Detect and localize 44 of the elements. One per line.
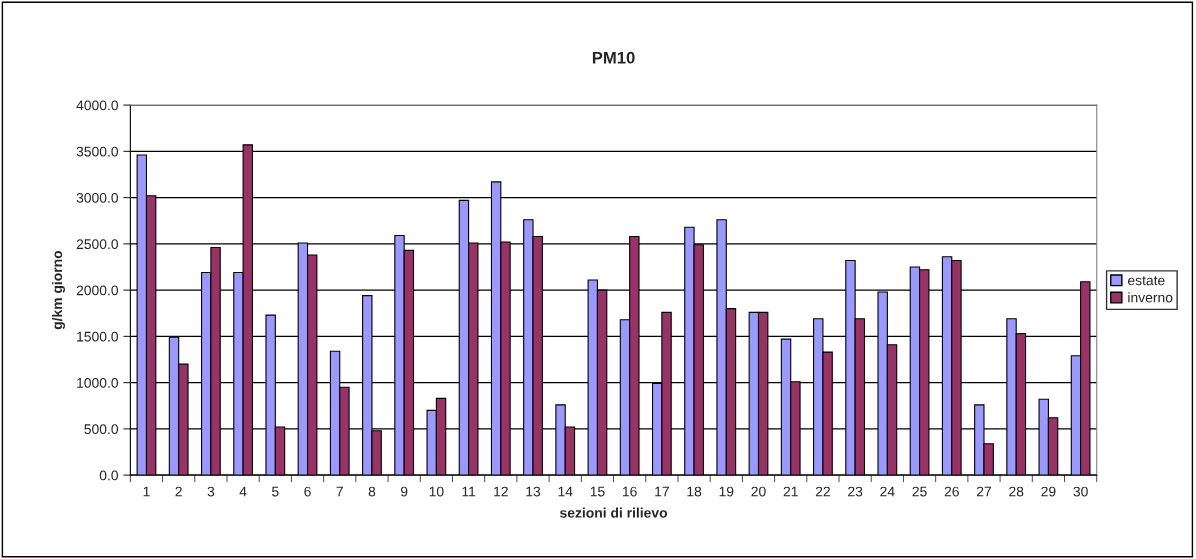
x-tick-label: 20 <box>751 486 766 497</box>
y-tick-label: 2500.0 <box>76 239 119 250</box>
legend-label: inverno <box>1128 292 1173 303</box>
x-tick-label: 6 <box>304 486 311 497</box>
x-tick-label: 4 <box>239 486 247 497</box>
x-tick-label: 30 <box>1073 486 1088 497</box>
x-tick-label: 25 <box>912 486 927 497</box>
x-tick-label: 10 <box>429 486 444 497</box>
x-tick-label: 12 <box>494 486 508 497</box>
x-tick-label: 22 <box>815 486 830 497</box>
x-tick-label: 19 <box>719 486 734 497</box>
x-tick-label: 14 <box>558 486 573 497</box>
x-tick-label: 23 <box>848 486 863 497</box>
y-tick-label: 2000.0 <box>76 285 119 296</box>
y-tick-label: 3500.0 <box>76 146 119 157</box>
y-tick-label: 0.0 <box>99 470 119 481</box>
x-tick-label: 1 <box>143 486 150 497</box>
x-tick-label: 11 <box>462 486 476 497</box>
x-tick-label: 29 <box>1041 486 1056 497</box>
x-tick-label: 16 <box>622 486 637 497</box>
x-tick-label: 21 <box>783 486 798 497</box>
x-tick-label: 26 <box>944 486 959 497</box>
x-tick-label: 8 <box>368 486 376 497</box>
y-tick-label: 3000.0 <box>76 192 119 203</box>
x-tick-label: 27 <box>976 486 992 497</box>
x-tick-label: 5 <box>272 486 279 497</box>
legend-label: estate <box>1128 276 1165 286</box>
x-tick-label: 18 <box>687 486 702 497</box>
x-axis-title: sezioni di rilievo <box>560 507 668 518</box>
y-tick-label: 1500.0 <box>77 331 119 342</box>
y-tick-label: 4000.0 <box>76 100 119 111</box>
x-tick-label: 17 <box>655 486 669 497</box>
x-tick-label: 24 <box>880 486 895 497</box>
x-tick-label: 15 <box>590 486 605 497</box>
y-tick-label: 1000.0 <box>77 377 119 388</box>
x-tick-label: 7 <box>336 486 343 497</box>
y-axis-title: g/km giorno <box>51 250 65 330</box>
y-tick-label: 500.0 <box>84 424 119 435</box>
x-tick-label: 13 <box>526 486 541 497</box>
chart-title: PM10 <box>592 51 635 64</box>
x-tick-label: 28 <box>1009 486 1024 497</box>
x-tick-label: 9 <box>400 486 408 497</box>
x-tick-label: 3 <box>207 486 215 497</box>
x-tick-label: 2 <box>175 486 182 497</box>
